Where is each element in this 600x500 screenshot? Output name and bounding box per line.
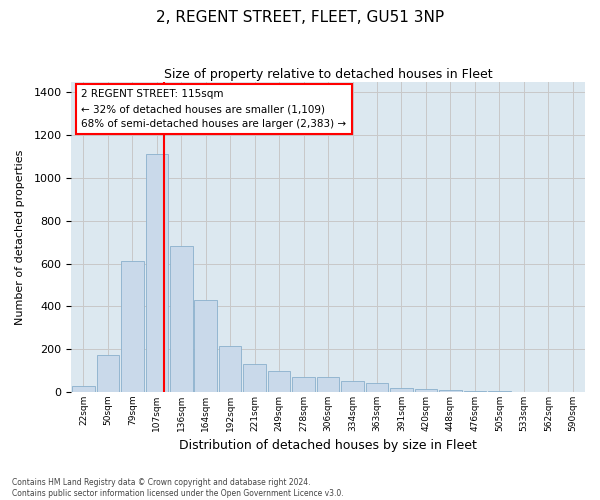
Bar — [194, 300, 217, 392]
Bar — [292, 377, 315, 392]
Bar — [415, 389, 437, 392]
Bar — [439, 390, 461, 392]
Bar — [219, 346, 241, 392]
Bar — [121, 262, 143, 392]
Bar — [72, 386, 95, 392]
Bar — [464, 391, 486, 392]
Bar — [366, 384, 388, 392]
Bar — [244, 364, 266, 392]
Text: 2 REGENT STREET: 115sqm
← 32% of detached houses are smaller (1,109)
68% of semi: 2 REGENT STREET: 115sqm ← 32% of detache… — [82, 90, 347, 129]
X-axis label: Distribution of detached houses by size in Fleet: Distribution of detached houses by size … — [179, 440, 477, 452]
Bar — [97, 354, 119, 392]
Bar — [146, 154, 168, 392]
Bar — [170, 246, 193, 392]
Y-axis label: Number of detached properties: Number of detached properties — [15, 149, 25, 324]
Text: 2, REGENT STREET, FLEET, GU51 3NP: 2, REGENT STREET, FLEET, GU51 3NP — [156, 10, 444, 25]
Bar — [341, 382, 364, 392]
Title: Size of property relative to detached houses in Fleet: Size of property relative to detached ho… — [164, 68, 493, 80]
Bar — [268, 370, 290, 392]
Text: Contains HM Land Registry data © Crown copyright and database right 2024.
Contai: Contains HM Land Registry data © Crown c… — [12, 478, 344, 498]
Bar — [317, 377, 340, 392]
Bar — [390, 388, 413, 392]
